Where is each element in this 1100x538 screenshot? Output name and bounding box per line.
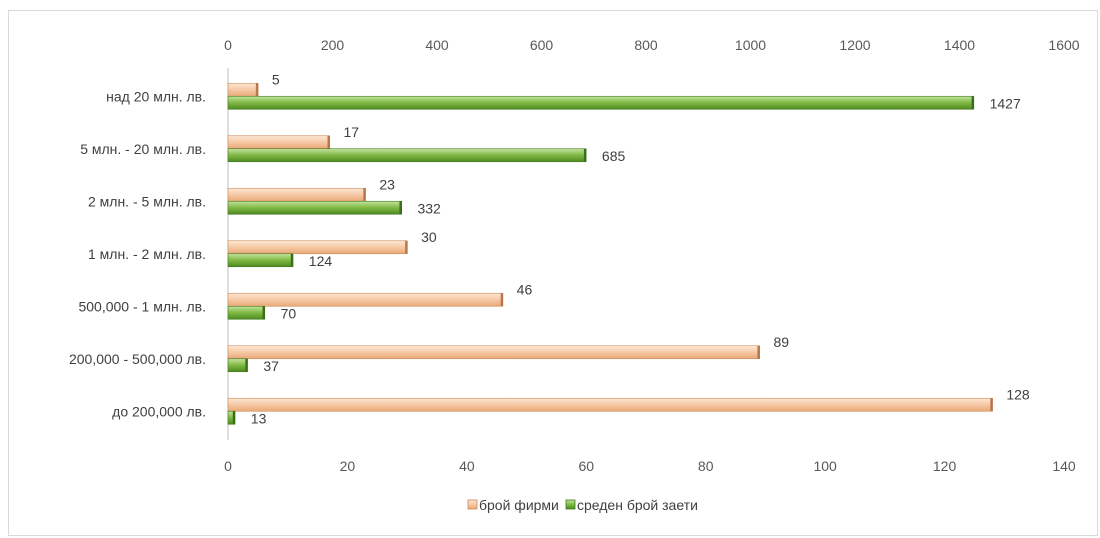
bar-firms-end: [757, 345, 760, 359]
top-axis-tick: 1600: [1048, 37, 1079, 53]
category-label: 5 млн. - 20 млн. лв.: [80, 141, 206, 157]
bar-firms: [227, 135, 330, 150]
top-axis-tick: 200: [321, 37, 345, 53]
data-label-firms: 23: [379, 176, 395, 192]
legend-swatch-firms: [467, 499, 478, 510]
legend-label-firms: брой фирми: [479, 497, 559, 513]
data-label-employees: 332: [417, 200, 441, 216]
bar-employees-end: [245, 358, 248, 372]
bar-employees-end: [971, 96, 975, 110]
bar-firms: [227, 292, 503, 307]
top-axis-tick: 1000: [735, 37, 766, 53]
data-label-employees: 70: [281, 305, 297, 321]
top-axis-tick: 0: [224, 37, 232, 53]
bottom-axis: 0 20 40 60 80 100 120 140: [224, 458, 1076, 474]
data-label-firms: 5: [272, 71, 280, 87]
data-labels: 128 13 89 37 46 70 30 124 23 332 17 685 5 1427: [251, 71, 1030, 426]
bar-employees: [227, 200, 402, 215]
data-label-employees: 13: [251, 410, 267, 426]
bottom-axis-tick: 80: [698, 458, 714, 474]
bottom-axis-tick: 0: [224, 458, 232, 474]
bottom-axis-tick: 100: [813, 458, 837, 474]
bar-employees: [227, 305, 265, 320]
top-axis-tick: 1200: [839, 37, 870, 53]
bottom-axis-tick: 40: [459, 458, 475, 474]
bottom-axis-tick: 140: [1052, 458, 1076, 474]
bar-employees: [227, 253, 294, 268]
data-label-employees: 37: [263, 358, 279, 374]
bar-firms-end: [327, 135, 331, 149]
top-axis-tick: 400: [425, 37, 449, 53]
top-axis: 0 200 400 600 800 1000 1200 1400 1600: [224, 37, 1080, 53]
category-label: над 20 млн. лв.: [106, 88, 206, 104]
data-label-firms: 30: [421, 229, 437, 245]
bar-firms: [227, 82, 259, 97]
bottom-axis-tick: 120: [933, 458, 957, 474]
category-label: 1 млн. - 2 млн. лв.: [88, 246, 206, 262]
category-axis: до 200,000 лв. 200,000 - 500,000 лв. 500,0…: [69, 88, 206, 419]
top-axis-tick: 600: [530, 37, 554, 53]
data-label-firms: 17: [344, 124, 360, 140]
category-label: 200,000 - 500,000 лв.: [69, 351, 206, 367]
data-label-firms: 89: [773, 334, 789, 350]
category-label: 500,000 - 1 млн. лв.: [78, 298, 206, 314]
bar-employees-end: [262, 306, 266, 320]
data-label-firms: 128: [1006, 386, 1030, 402]
bar-firms-end: [363, 188, 366, 202]
category-label: до 200,000 лв.: [112, 403, 206, 419]
bar-employees-end: [290, 253, 294, 267]
bar-employees-end: [583, 148, 587, 162]
bottom-axis-tick: 20: [340, 458, 356, 474]
legend-label-employees: среден брой заети: [577, 497, 698, 513]
bar-employees: [227, 148, 587, 163]
data-label-employees: 685: [602, 148, 626, 164]
bars: [227, 82, 993, 425]
top-axis-tick: 800: [634, 37, 658, 53]
data-label-employees: 1427: [990, 95, 1021, 111]
category-label: 2 млн. - 5 млн. лв.: [88, 193, 206, 209]
bar-firms-end: [990, 398, 993, 412]
data-label-employees: 124: [309, 253, 333, 269]
bar-employees: [227, 95, 974, 110]
bar-firms-end: [500, 293, 504, 307]
bar-employees-end: [232, 411, 236, 425]
legend-swatch-employees: [565, 499, 576, 510]
bar-employees-end: [399, 201, 402, 215]
bar-firms-end: [405, 240, 408, 254]
bar-firms-end: [255, 83, 259, 97]
bar-employees: [227, 358, 248, 373]
bar-firms: [227, 187, 366, 202]
bar-firms: [227, 397, 993, 412]
data-label-firms: 46: [517, 281, 533, 297]
top-axis-tick: 1400: [944, 37, 975, 53]
legend: брой фирми среден брой заети: [467, 497, 698, 513]
bar-firms: [227, 345, 760, 360]
bottom-axis-tick: 60: [578, 458, 594, 474]
